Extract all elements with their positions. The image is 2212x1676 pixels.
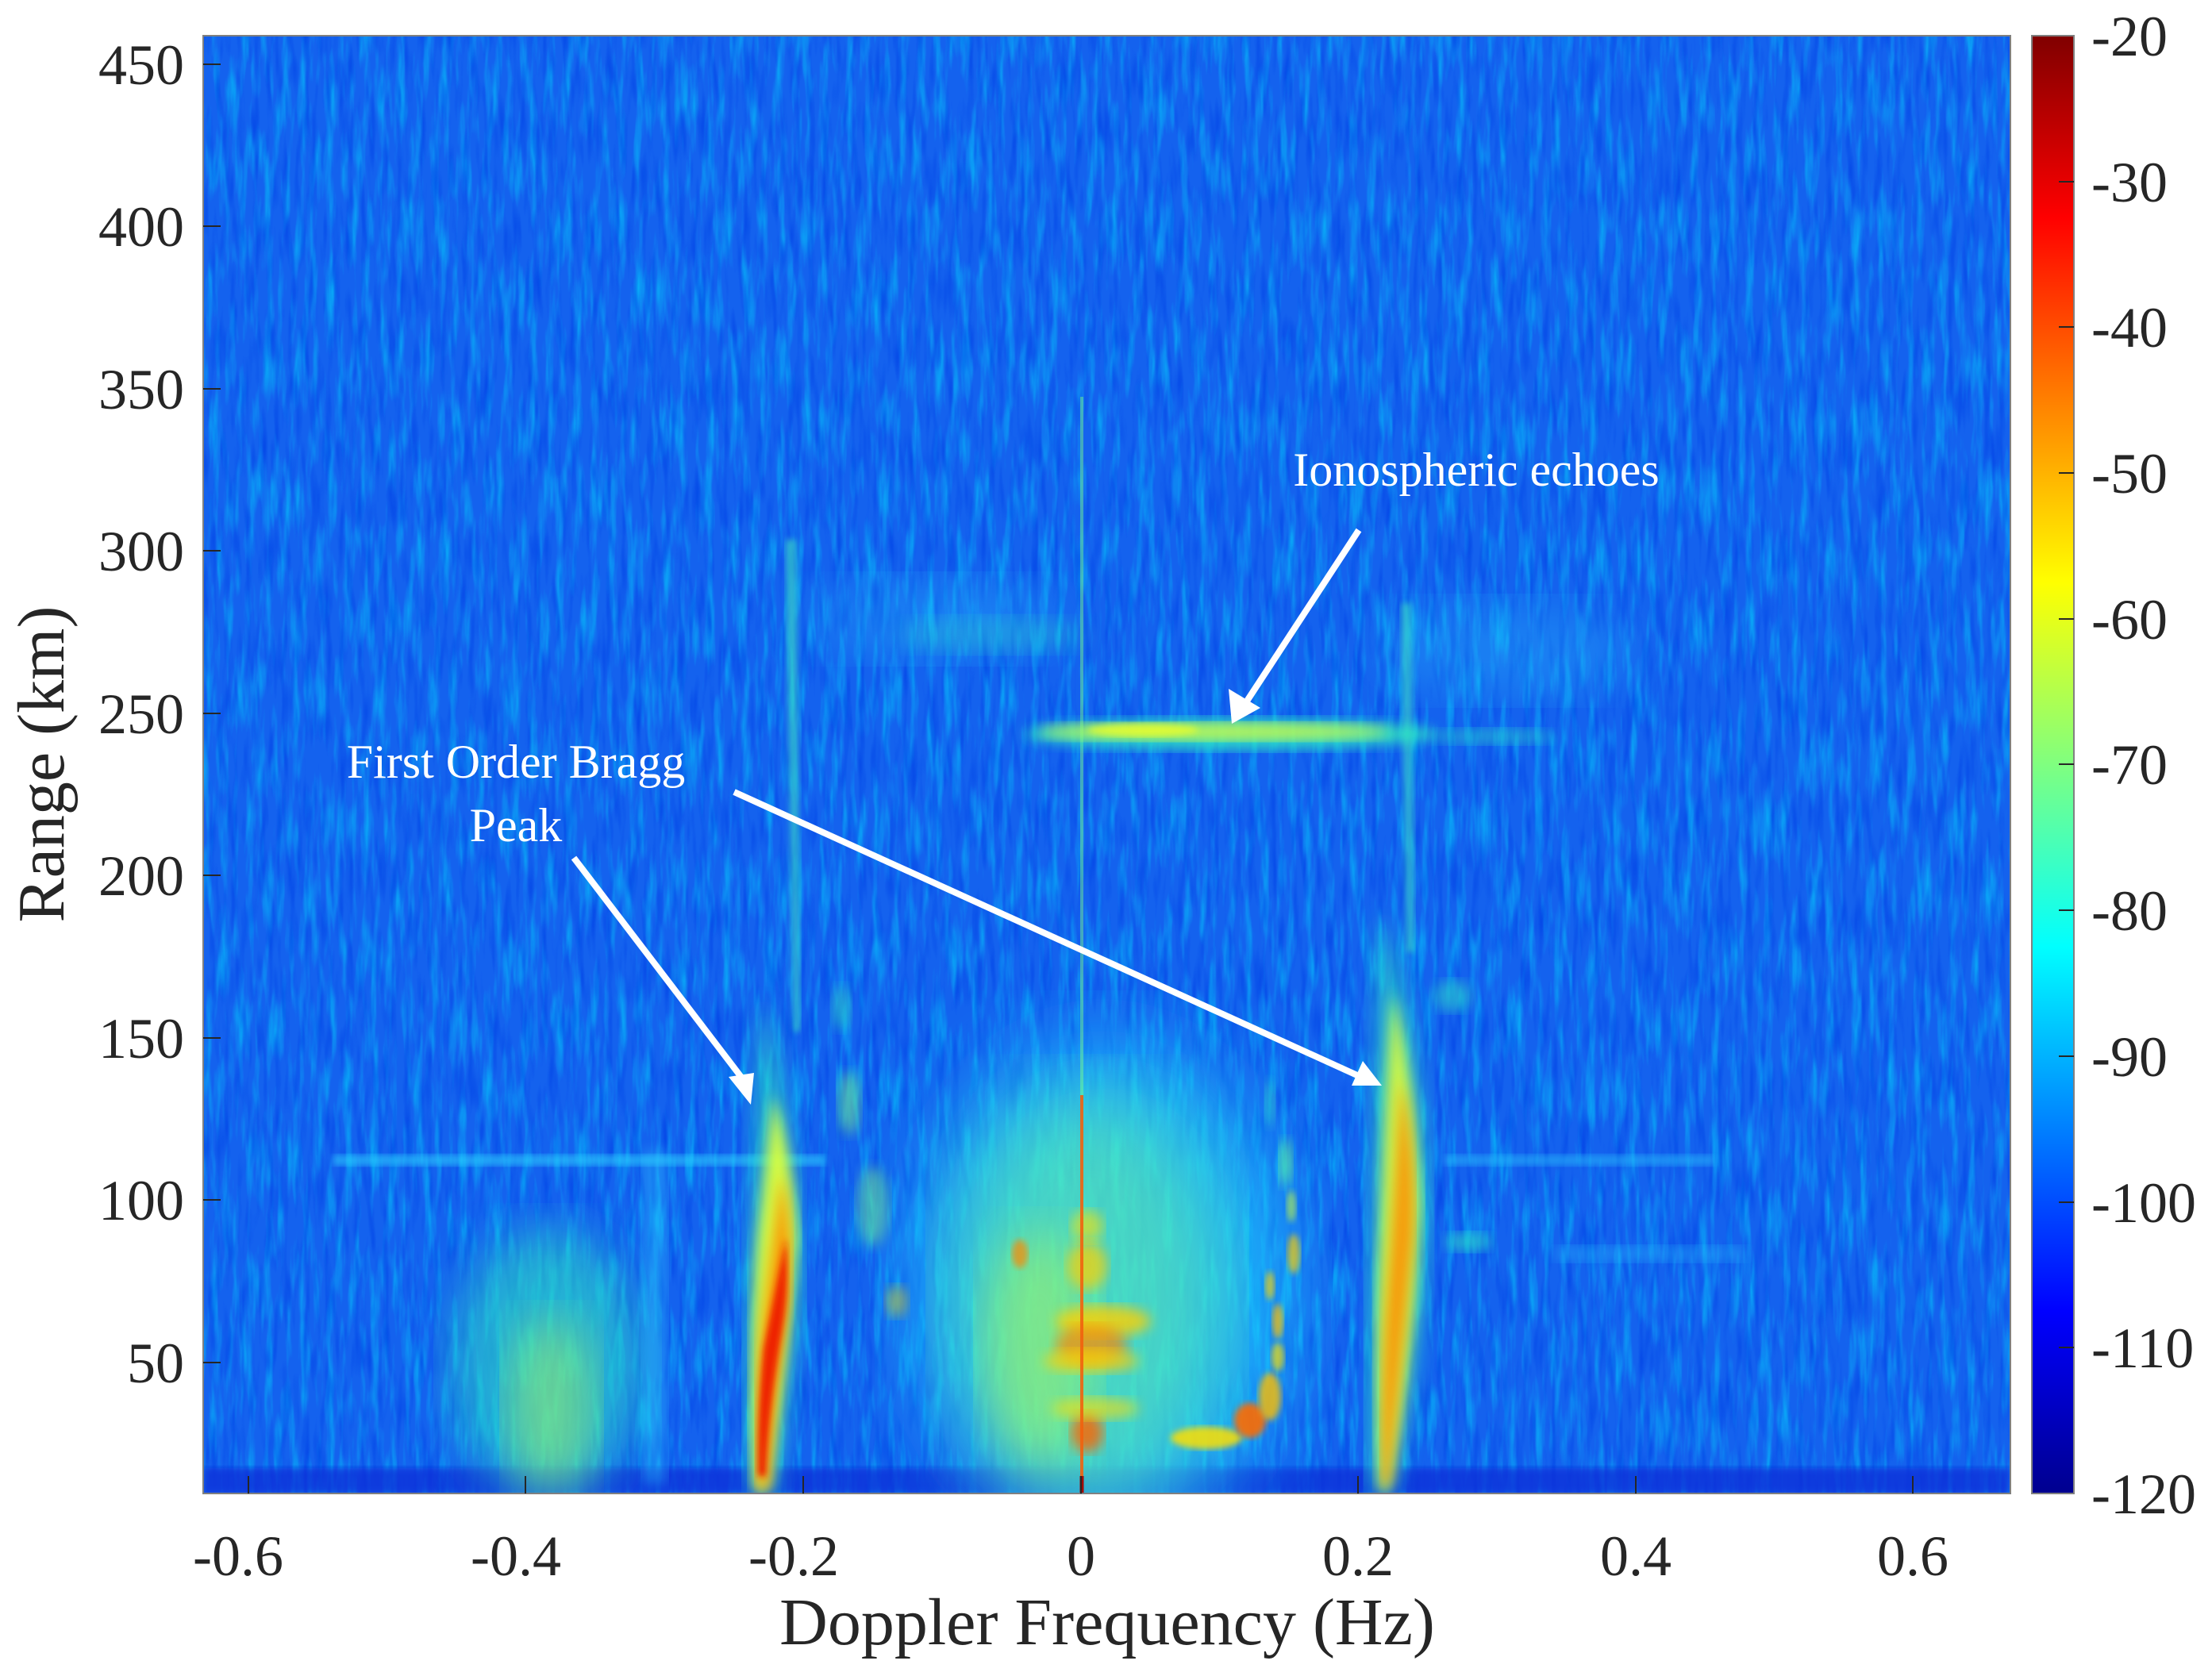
- xtick-label: -0.2: [748, 1524, 839, 1588]
- x-axis-tick-labels: -0.6 -0.4 -0.2 0 0.2 0.4 0.6: [193, 1524, 1948, 1588]
- cbar-tick-label: -30: [2091, 151, 2168, 214]
- cbar-tick-label: -110: [2091, 1317, 2194, 1380]
- xtick-label: -0.6: [193, 1524, 283, 1588]
- y-axis-ticks: [203, 63, 221, 1363]
- arrow-icon: [1229, 528, 1362, 724]
- colorbar-tick-labels: -20 -30 -40 -50 -60 -70 -80 -90 -100 -11…: [2091, 5, 2196, 1526]
- cbar-tick-label: -120: [2091, 1463, 2196, 1526]
- cbar-tick-label: -70: [2091, 733, 2168, 797]
- x-axis-label: Doppler Frequency (Hz): [779, 1586, 1435, 1659]
- cbar-tick-label: -90: [2091, 1025, 2168, 1089]
- colorbar: -20 -30 -40 -50 -60 -70 -80 -90 -100 -11…: [2031, 5, 2196, 1526]
- ytick-label: 450: [98, 33, 184, 97]
- x-axis-ticks: [248, 1476, 1914, 1493]
- annotation-bragg: First Order Bragg Peak: [347, 736, 1382, 1105]
- xtick-label: 0.2: [1322, 1524, 1394, 1588]
- ytick-label: 300: [98, 520, 184, 583]
- cbar-tick-label: -100: [2091, 1171, 2196, 1235]
- ytick-label: 250: [98, 682, 184, 746]
- ytick-label: 200: [98, 844, 184, 908]
- xtick-label: 0: [1067, 1524, 1095, 1588]
- ytick-label: 100: [98, 1169, 184, 1232]
- cbar-tick-label: -20: [2091, 5, 2168, 68]
- annotation-ionospheric: Ionospheric echoes: [1229, 444, 1660, 724]
- xtick-label: 0.6: [1877, 1524, 1948, 1588]
- ytick-label: 350: [98, 358, 184, 421]
- y-axis-label: Range (km): [5, 606, 79, 923]
- ytick-label: 150: [98, 1007, 184, 1071]
- arrow-icon: [571, 855, 754, 1105]
- arrow-icon: [733, 789, 1382, 1086]
- cbar-tick-label: -40: [2091, 296, 2168, 359]
- cbar-tick-label: -50: [2091, 442, 2168, 505]
- annotation-bragg-label-line1: First Order Bragg: [347, 736, 686, 788]
- cbar-tick-label: -80: [2091, 879, 2168, 943]
- spectrum-plot-area: [203, 36, 2010, 1493]
- ytick-label: 400: [98, 195, 184, 259]
- ytick-label: 50: [127, 1332, 184, 1395]
- plot-frame: [202, 35, 2011, 1494]
- cbar-tick-label: -60: [2091, 588, 2168, 652]
- annotation-bragg-label-line2: Peak: [470, 799, 563, 851]
- colorbar-ticks: [2059, 181, 2074, 1348]
- y-axis-tick-labels: 450 400 350 300 250 200 150 100 50: [98, 33, 184, 1395]
- annotation-ionospheric-label: Ionospheric echoes: [1293, 444, 1659, 496]
- xtick-label: -0.4: [471, 1524, 561, 1588]
- xtick-label: 0.4: [1600, 1524, 1672, 1588]
